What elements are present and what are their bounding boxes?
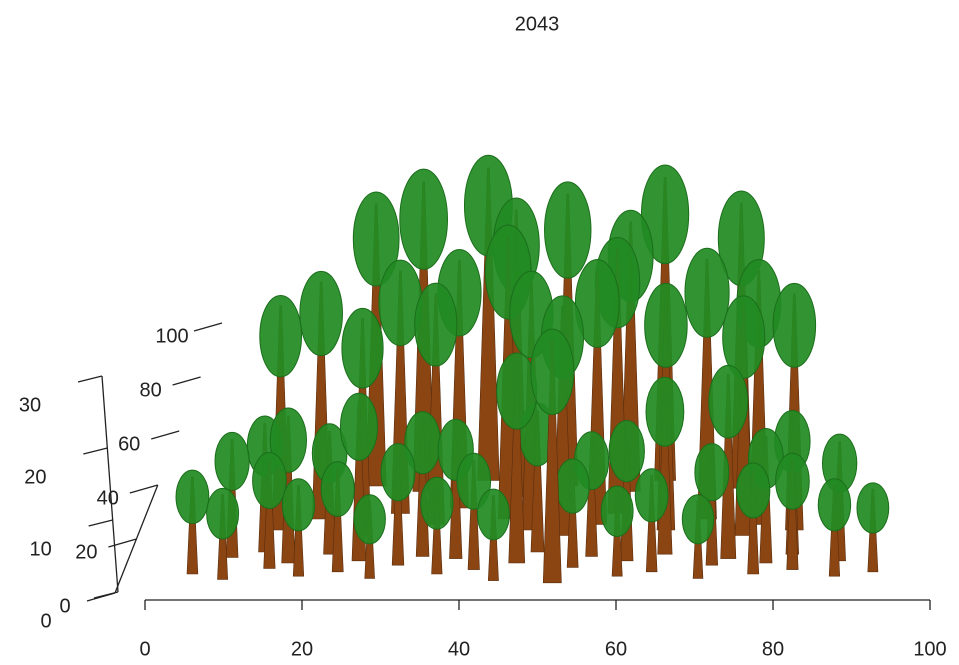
z-tick-label: 0 [40,610,51,632]
tree [381,444,415,566]
crown [381,444,415,501]
crown [556,459,589,513]
z-tick [83,448,107,454]
z-tick-label: 20 [24,466,46,488]
crown [646,377,684,446]
z-tick [89,520,113,526]
chart: 2043 0 20 40 60 80 100 0 20 40 60 80 100 0 10 20 30 [0,0,959,665]
crown [737,463,770,518]
crown [645,283,688,367]
tree [354,495,385,579]
crown [776,453,810,509]
y-tick [194,323,222,331]
crown [300,271,343,355]
crown [215,432,249,490]
crown [477,489,509,540]
z-axis [102,376,118,592]
tree [682,495,713,579]
x-tick-label: 80 [762,638,784,660]
crown [400,169,448,269]
y-tick-label: 100 [155,325,188,347]
y-tick-label: 40 [97,487,119,509]
x-tick-label: 60 [605,638,627,660]
x-tick-label: 0 [139,638,150,660]
tree [857,483,889,572]
z-tick [94,592,118,598]
crown [818,479,850,531]
y-tick-label: 80 [139,379,161,401]
crown [176,470,209,523]
tree [818,479,850,576]
y-tick-label: 20 [75,541,97,563]
x-tick-label: 100 [913,638,946,660]
z-tick-label: 10 [30,538,52,560]
crown [545,182,591,278]
y-tick-label: 0 [59,595,70,617]
crown [260,295,302,376]
y-tick [151,431,179,439]
y-tick-label: 60 [118,433,140,455]
y-tick [130,485,158,493]
z-tick [78,376,102,382]
crown [421,477,453,529]
crown [415,283,457,366]
crown [342,308,383,388]
crown [340,393,377,460]
tree [776,453,810,569]
crown [857,483,889,533]
crown [601,486,633,536]
z-tick-label: 30 [19,394,41,416]
crown [321,462,354,517]
y-tick [173,377,201,385]
crown [635,469,668,522]
y-tick [108,539,136,547]
crown [773,283,816,367]
crown [695,444,729,501]
crown [253,453,287,509]
crown [685,248,729,337]
crown [682,495,713,544]
crown [354,495,385,544]
crown [609,421,644,482]
tree [477,489,509,580]
crown [207,488,239,539]
chart-title: 2043 [515,13,560,35]
x-tick-label: 40 [448,638,470,660]
crown [531,329,574,414]
crown [709,365,748,438]
crown [282,479,314,531]
x-tick-label: 20 [291,638,313,660]
tree [176,470,209,574]
